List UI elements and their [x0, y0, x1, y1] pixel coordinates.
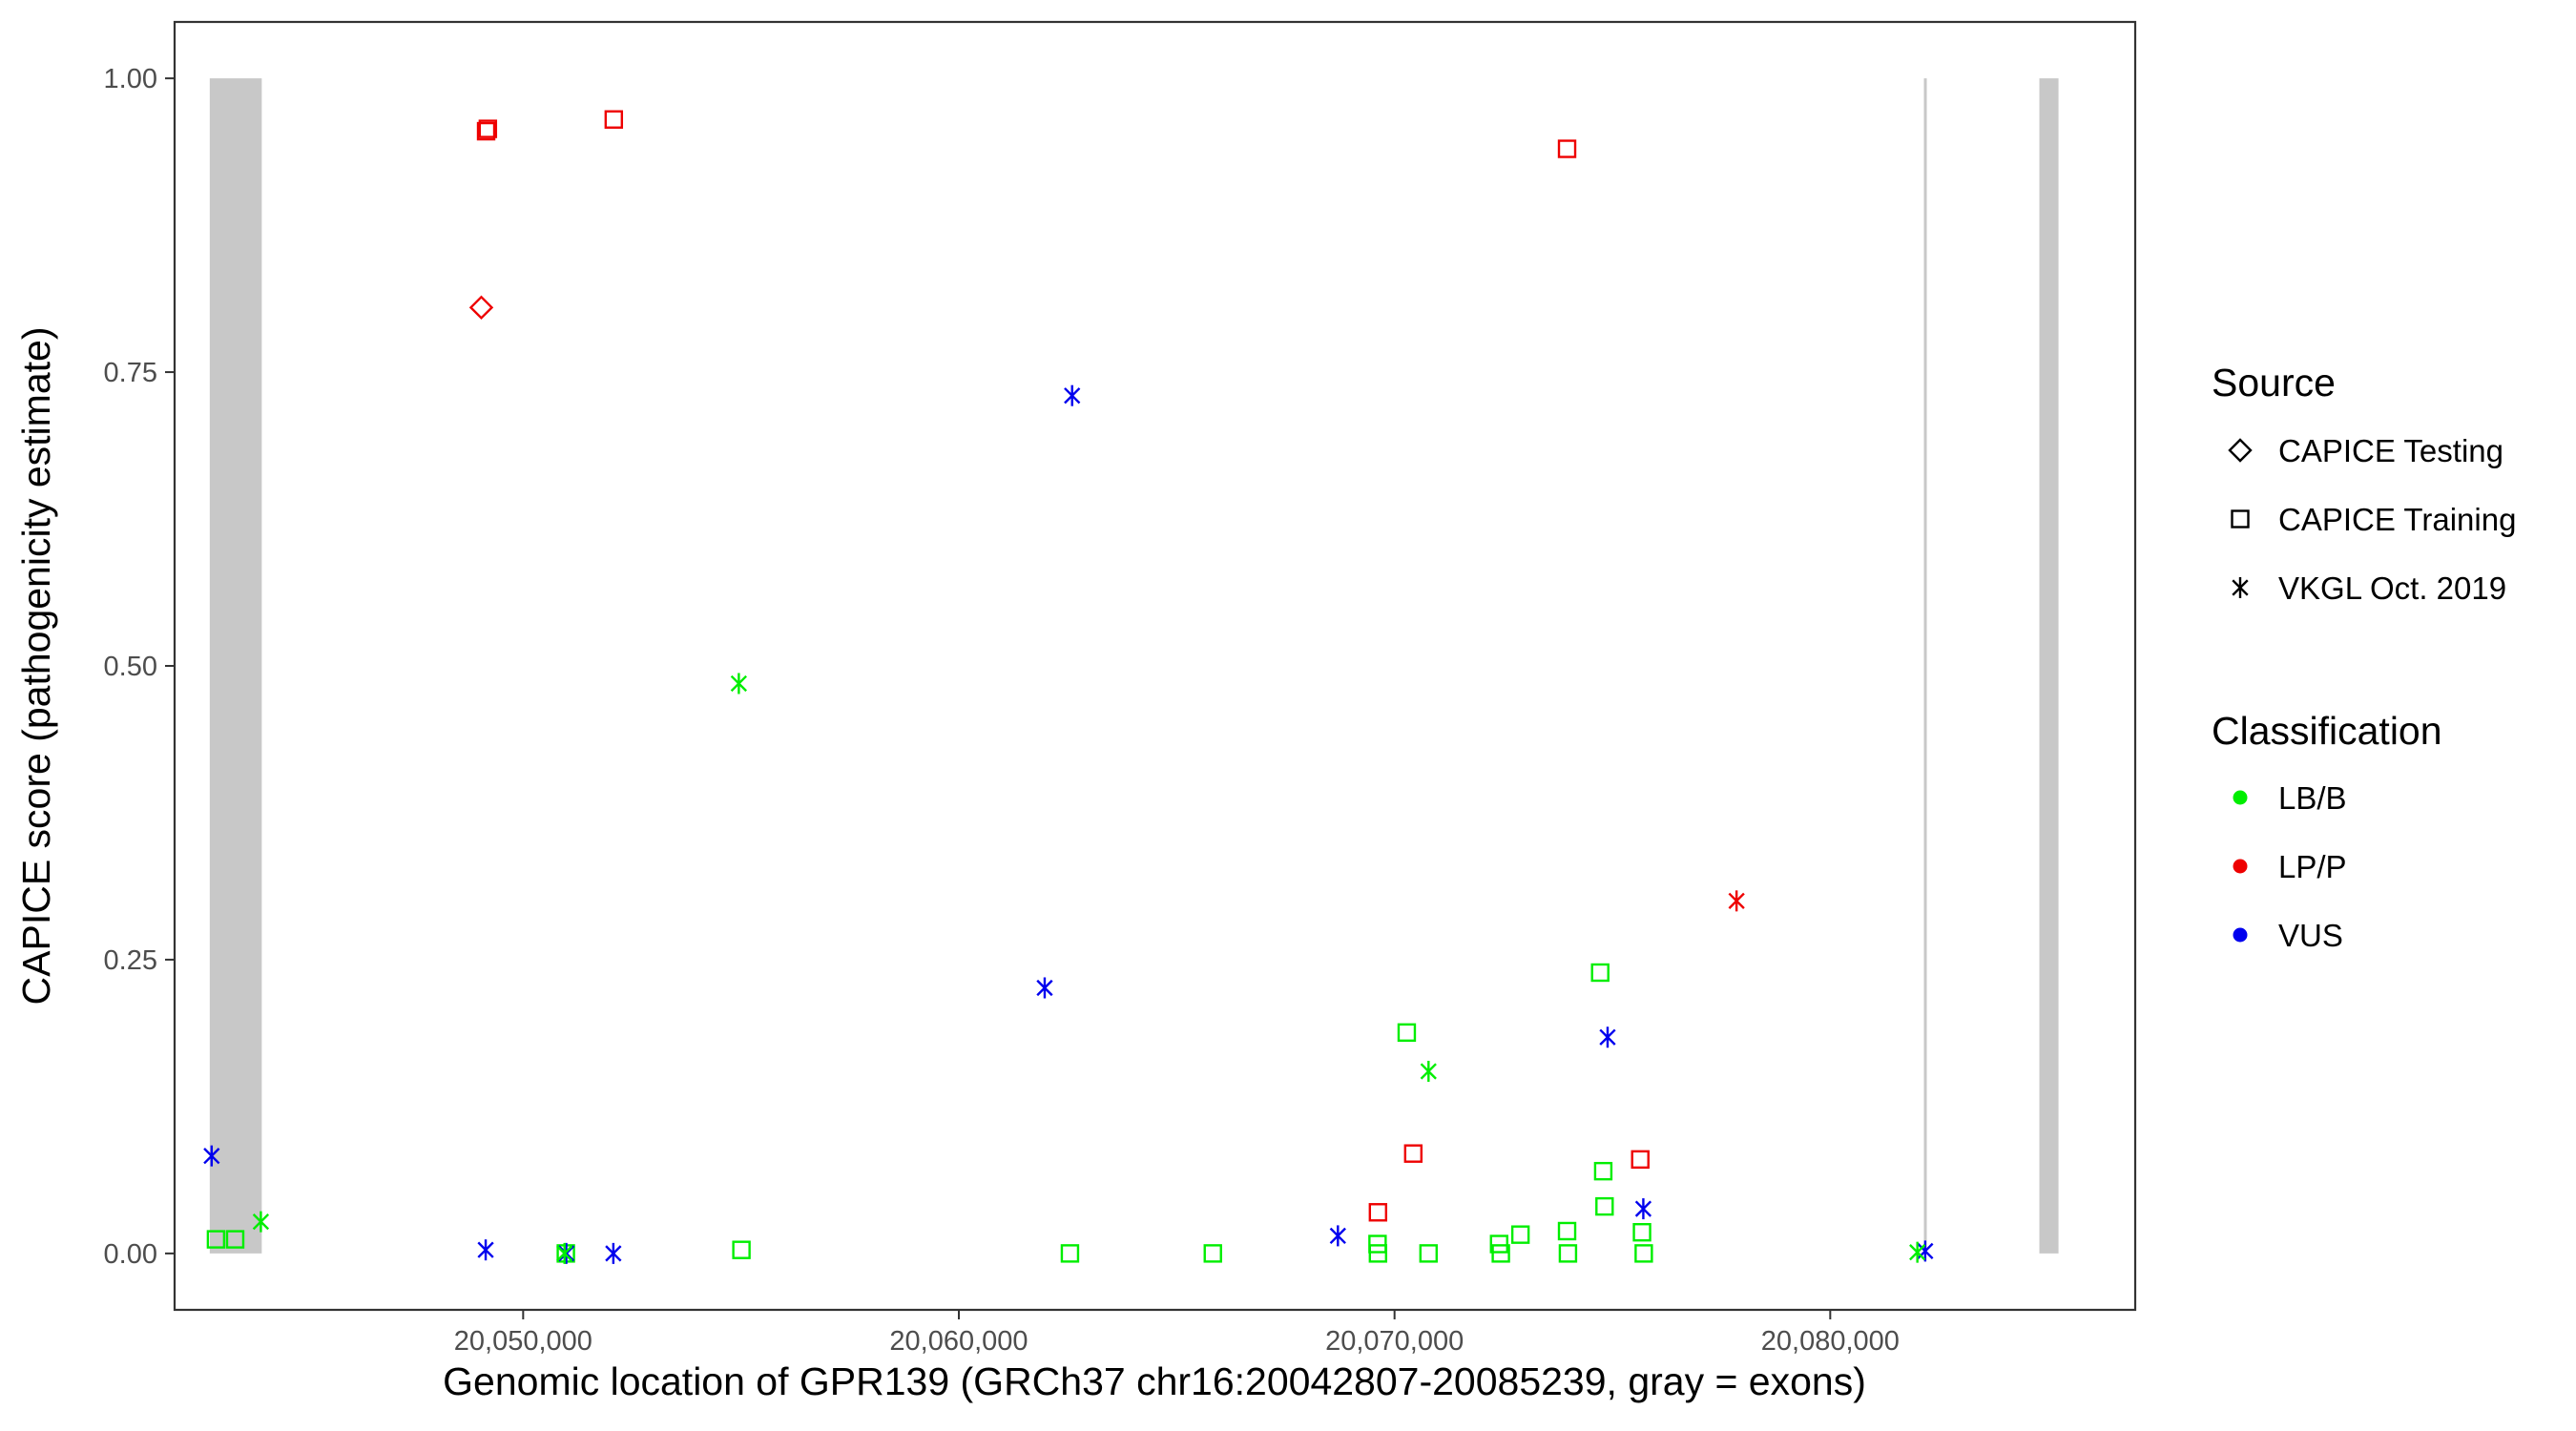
data-point — [1368, 1203, 1388, 1222]
data-point — [1203, 1244, 1222, 1263]
data-point — [1329, 1225, 1346, 1247]
legend-classification-label: LP/P — [2278, 849, 2347, 884]
data-point — [1595, 1196, 1614, 1216]
legend-classification-items: LB/B LP/P VUS — [2233, 780, 2347, 953]
data-point — [1397, 1023, 1417, 1043]
y-axis: 0.00 0.25 0.50 0.75 1.00 — [104, 64, 175, 1270]
data-point — [477, 1239, 494, 1261]
data-point — [1634, 1244, 1653, 1263]
legend-classification-label: VUS — [2278, 918, 2343, 953]
data-point — [605, 1242, 622, 1264]
exon-bands — [209, 78, 2059, 1254]
data-point — [1593, 1161, 1613, 1181]
data-point — [1557, 139, 1577, 158]
legend-classification-label: LB/B — [2278, 780, 2347, 816]
legend-source-label: CAPICE Training — [2278, 502, 2516, 537]
data-point — [1064, 384, 1081, 406]
data-point — [1557, 1221, 1577, 1241]
data-point — [203, 1145, 220, 1167]
data-point — [1590, 963, 1610, 983]
data-point — [556, 1242, 573, 1264]
data-point — [1632, 1223, 1652, 1242]
data-point — [1060, 1244, 1080, 1263]
data-point — [206, 1230, 226, 1249]
exon-band-3 — [2039, 78, 2059, 1254]
y-tick-label: 0.75 — [104, 358, 157, 388]
data-point — [468, 295, 494, 321]
data-point — [730, 673, 748, 695]
data-point — [1036, 977, 1053, 999]
legend-source-items: CAPICE Testing CAPICE Training VKGL Oct. 2… — [2228, 433, 2516, 606]
data-point — [1510, 1225, 1530, 1244]
x-tick-label: 20,070,000 — [1325, 1326, 1464, 1357]
data-point — [1599, 1027, 1616, 1048]
exon-band-1 — [209, 78, 262, 1254]
legend-source-title: Source — [2212, 361, 2336, 404]
data-point — [1368, 1234, 1387, 1254]
data-point — [476, 121, 496, 141]
legend-key-square — [2231, 509, 2250, 529]
data-point — [1420, 1060, 1437, 1082]
data-point — [1489, 1234, 1508, 1254]
y-tick-label: 1.00 — [104, 64, 157, 94]
legend-key-dot — [2233, 927, 2248, 943]
y-axis-title: CAPICE score (pathogenicity estimate) — [14, 327, 58, 1006]
exon-band-2 — [1923, 78, 1927, 1254]
legend: Source CAPICE Testing CAPICE Training VKGL… — [2212, 361, 2516, 953]
data-point — [252, 1211, 270, 1233]
data-point — [1558, 1244, 1578, 1263]
y-tick-label: 0.00 — [104, 1239, 157, 1270]
legend-key-asterisk — [2232, 577, 2249, 598]
legend-classification-title: Classification — [2212, 709, 2442, 753]
data-point — [1403, 1144, 1423, 1163]
data-point — [557, 1242, 575, 1264]
data-point — [1634, 1198, 1652, 1220]
data-point — [732, 1240, 751, 1259]
x-tick-label: 20,080,000 — [1761, 1326, 1900, 1357]
legend-key-dot — [2233, 790, 2248, 805]
y-tick-label: 0.25 — [104, 945, 157, 976]
data-point — [1491, 1244, 1510, 1263]
data-point — [1728, 890, 1745, 912]
data-points — [203, 110, 1934, 1264]
data-point — [604, 110, 624, 129]
legend-key-diamond — [2228, 438, 2253, 463]
legend-source-label: CAPICE Testing — [2278, 433, 2503, 468]
data-point — [478, 119, 498, 138]
x-axis: 20,050,000 20,060,000 20,070,000 20,080,000 — [454, 1310, 1900, 1357]
y-tick-label: 0.50 — [104, 652, 157, 682]
data-point — [1631, 1150, 1650, 1170]
x-axis-title: Genomic location of GPR139 (GRCh37 chr16… — [443, 1359, 1866, 1403]
data-point — [1368, 1244, 1388, 1263]
data-point — [1419, 1244, 1438, 1263]
legend-key-dot — [2233, 859, 2248, 874]
data-point — [1909, 1241, 1926, 1263]
x-tick-label: 20,060,000 — [889, 1326, 1028, 1357]
data-point — [225, 1230, 245, 1249]
x-tick-label: 20,050,000 — [454, 1326, 592, 1357]
legend-source-label: VKGL Oct. 2019 — [2278, 570, 2506, 606]
